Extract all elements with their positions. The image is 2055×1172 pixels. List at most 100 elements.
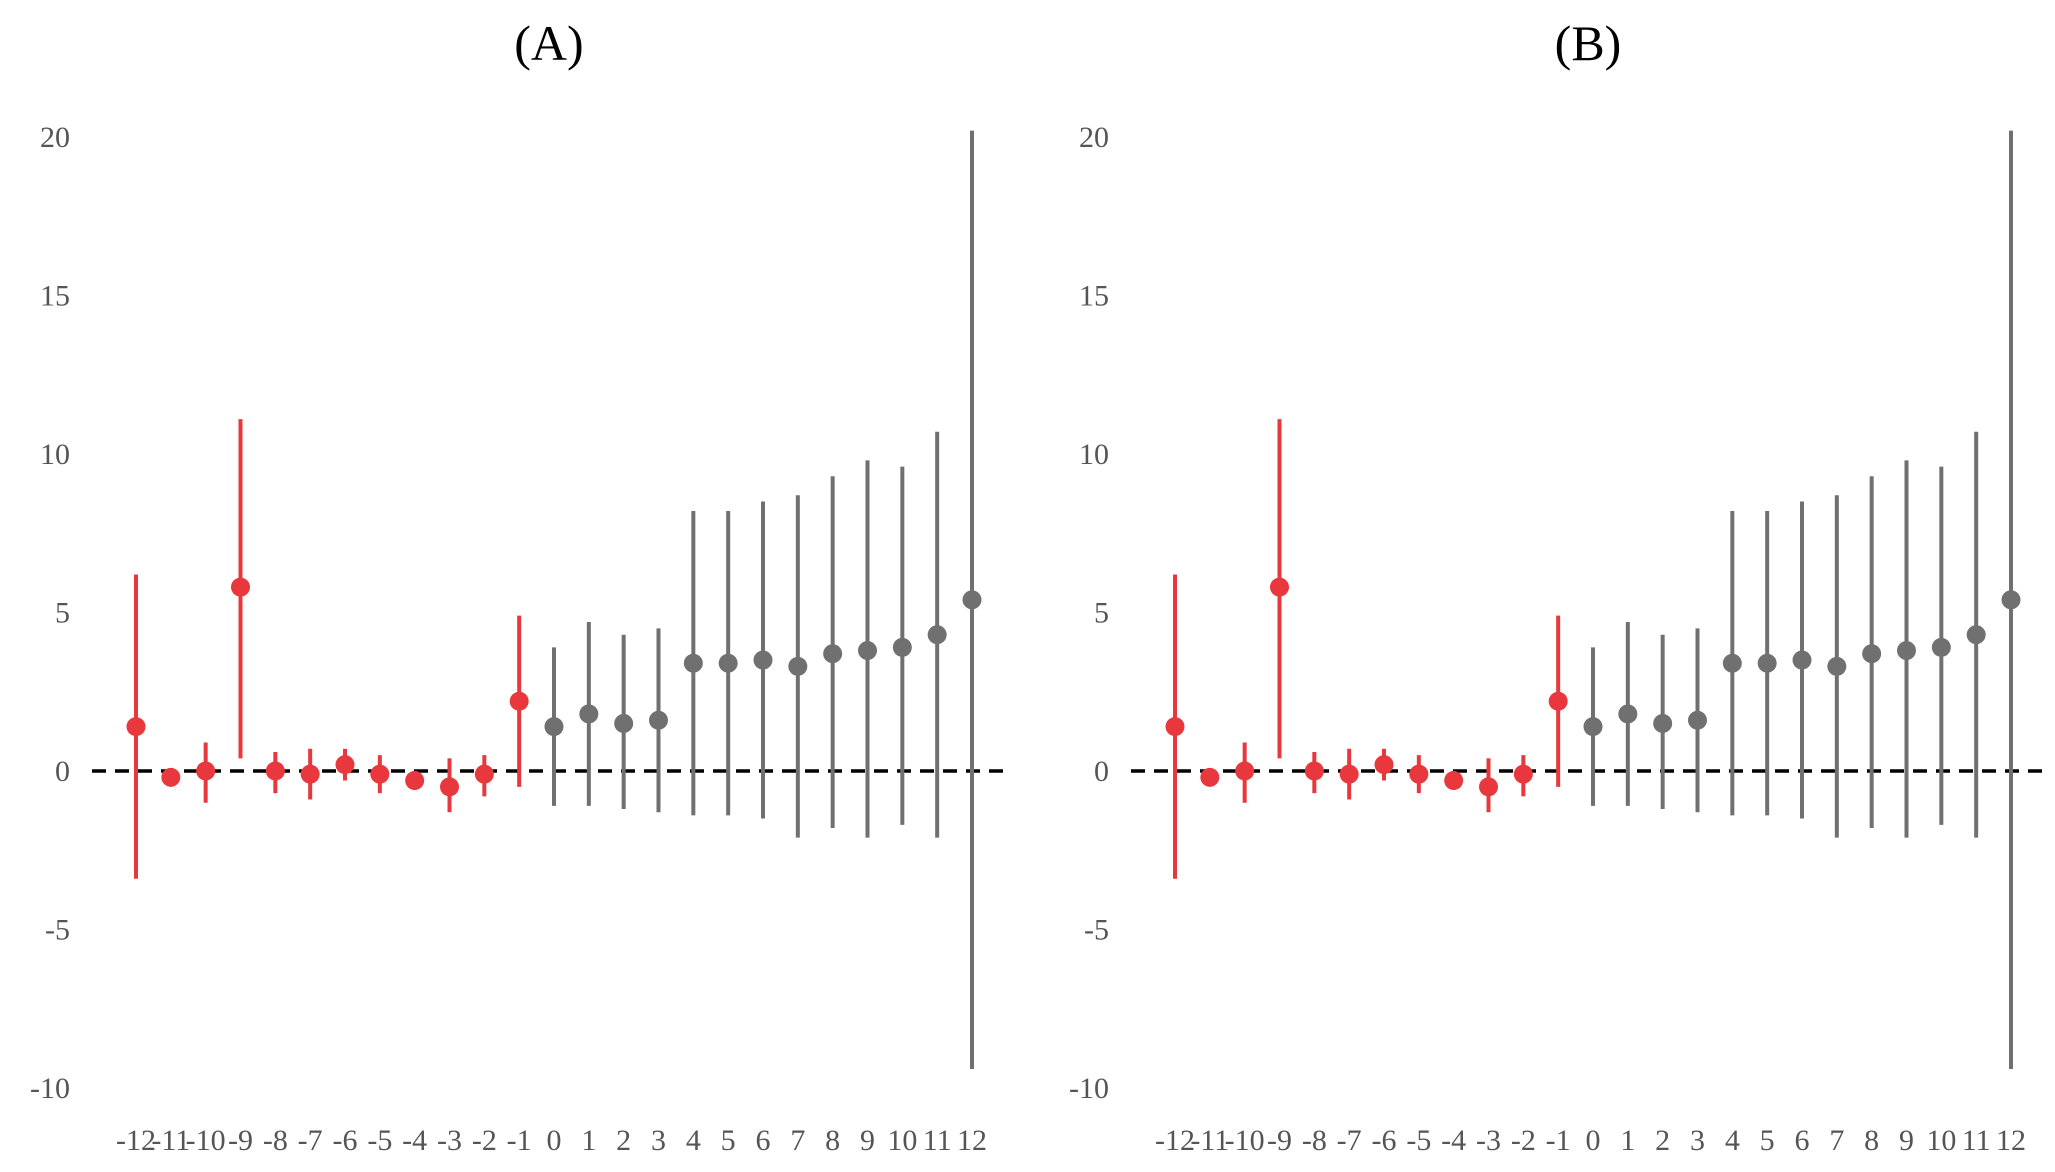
panel-a-point-estimate bbox=[300, 764, 320, 784]
panel-a-x-tick-label: 9 bbox=[860, 1124, 875, 1157]
panel-b-x-tick-label: 3 bbox=[1690, 1124, 1705, 1157]
panel-a-x-tick-label: -9 bbox=[228, 1124, 253, 1157]
panel-b-point-estimate bbox=[1688, 710, 1707, 730]
panel-a-point-estimate bbox=[405, 771, 425, 791]
panel-b-point-estimate bbox=[1931, 637, 1951, 657]
panel-b-title: (B) bbox=[1555, 15, 1622, 71]
panel-b-point-estimate bbox=[1757, 653, 1777, 673]
panel-a-x-tick-label: -10 bbox=[186, 1124, 226, 1157]
panel-a-point-estimate bbox=[440, 777, 459, 797]
panel-b-x-tick-label: -8 bbox=[1302, 1124, 1327, 1157]
panel-b-x-tick-label: -6 bbox=[1372, 1124, 1397, 1157]
panel-b-point-estimate bbox=[1618, 704, 1638, 724]
panel-a-x-tick-label: -2 bbox=[472, 1124, 497, 1157]
panel-b-x-tick-label: 2 bbox=[1655, 1124, 1670, 1157]
panel-b-x-tick-label: -4 bbox=[1441, 1124, 1466, 1157]
panel-a-point-estimate bbox=[370, 764, 390, 784]
panel-b-point-estimate bbox=[1548, 691, 1568, 711]
panel-a-point-estimate bbox=[231, 577, 250, 597]
panel-a-x-tick-label: -1 bbox=[507, 1124, 532, 1157]
panel-a-point-estimate bbox=[683, 653, 703, 673]
panel-b-x-tick-label: -1 bbox=[1546, 1124, 1571, 1157]
panel-a-x-tick-label: 12 bbox=[957, 1124, 987, 1157]
panel-b-x-tick-label: 8 bbox=[1864, 1124, 1879, 1157]
panel-a-x-tick-label: 5 bbox=[721, 1124, 736, 1157]
panel-a-point-estimate bbox=[161, 767, 181, 787]
panel-b-y-tick-label: -10 bbox=[1069, 1072, 1109, 1105]
panel-b-x-tick-label: -7 bbox=[1337, 1124, 1362, 1157]
panel-a-point-estimate bbox=[718, 653, 738, 673]
panel-a-point-estimate bbox=[823, 644, 843, 664]
panel-a-point-estimate bbox=[892, 637, 912, 657]
panel-b-x-tick-label: -12 bbox=[1155, 1124, 1195, 1157]
panel-b-point-estimate bbox=[1897, 641, 1916, 661]
panel-b-point-estimate bbox=[1200, 767, 1220, 787]
panel-a-x-tick-label: -3 bbox=[437, 1124, 462, 1157]
panel-a-x-tick-label: 3 bbox=[651, 1124, 666, 1157]
panel-b-x-tick-label: 9 bbox=[1899, 1124, 1914, 1157]
panel-b-y-tick-label: 5 bbox=[1094, 597, 1109, 630]
panel-b-y-tick-label: 20 bbox=[1079, 121, 1109, 154]
panel-a-point-estimate bbox=[196, 761, 216, 781]
panel-b-x-tick-label: 12 bbox=[1996, 1124, 2026, 1157]
panel-b-x-tick-label: 11 bbox=[1962, 1124, 1991, 1157]
panel-a-y-tick-label: 0 bbox=[55, 755, 70, 788]
panel-b-x-tick-label: 7 bbox=[1829, 1124, 1844, 1157]
panel-b-x-tick-label: 6 bbox=[1795, 1124, 1810, 1157]
panel-b-point-estimate bbox=[1444, 771, 1464, 791]
panel-a-title: (A) bbox=[514, 15, 583, 71]
panel-a-x-tick-label: 11 bbox=[923, 1124, 952, 1157]
panel-a-y-tick-label: -5 bbox=[45, 914, 70, 947]
panel-a-x-tick-label: 7 bbox=[790, 1124, 805, 1157]
panel-b-point-estimate bbox=[1235, 761, 1255, 781]
panel-b-point-estimate bbox=[1409, 764, 1429, 784]
panel-b-x-tick-label: 4 bbox=[1725, 1124, 1740, 1157]
panel-b-point-estimate bbox=[1792, 650, 1812, 670]
panel-b-point-estimate bbox=[1304, 761, 1324, 781]
panel-a-x-tick-label: -7 bbox=[298, 1124, 323, 1157]
panel-a-x-tick-label: -4 bbox=[402, 1124, 427, 1157]
panel-b-x-tick-label: 10 bbox=[1926, 1124, 1956, 1157]
panel-b-point-estimate bbox=[1374, 755, 1394, 775]
panel-b-point-estimate bbox=[1583, 717, 1603, 737]
panel-a-x-tick-label: 6 bbox=[756, 1124, 771, 1157]
panel-a-x-tick-label: -11 bbox=[151, 1124, 190, 1157]
panel-a-x-tick-label: 1 bbox=[581, 1124, 596, 1157]
panel-b-point-estimate bbox=[2001, 590, 2021, 610]
panel-a-point-estimate bbox=[858, 641, 877, 661]
panel-a-x-tick-label: -8 bbox=[263, 1124, 288, 1157]
panel-a-x-tick-label: 4 bbox=[686, 1124, 701, 1157]
panel-a-point-estimate bbox=[962, 590, 982, 610]
panel-a-point-estimate bbox=[927, 625, 947, 645]
panel-a-y-tick-label: 20 bbox=[40, 121, 70, 154]
panel-b-y-tick-label: 0 bbox=[1094, 755, 1109, 788]
panel-b-point-estimate bbox=[1513, 764, 1533, 784]
panel-a-x-tick-label: -12 bbox=[116, 1124, 156, 1157]
panel-b-point-estimate bbox=[1827, 656, 1847, 676]
panel-a-point-estimate bbox=[509, 691, 529, 711]
panel-b-point-estimate bbox=[1722, 653, 1742, 673]
panel-a-x-tick-label: 0 bbox=[547, 1124, 562, 1157]
panel-a-x-tick-label: 10 bbox=[887, 1124, 917, 1157]
panel-b-point-estimate bbox=[1653, 713, 1673, 733]
panel-a-point-estimate bbox=[614, 713, 634, 733]
panel-b-x-tick-label: 1 bbox=[1620, 1124, 1635, 1157]
panel-a-point-estimate bbox=[126, 717, 146, 737]
panel-b-x-tick-label: -10 bbox=[1225, 1124, 1265, 1157]
panel-a-point-estimate bbox=[753, 650, 773, 670]
panel-b-y-tick-label: 10 bbox=[1079, 438, 1109, 471]
panel-a-x-tick-label: -5 bbox=[367, 1124, 392, 1157]
panel-a-x-tick-label: 8 bbox=[825, 1124, 840, 1157]
panel-a-y-tick-label: -10 bbox=[30, 1072, 70, 1105]
panel-b-point-estimate bbox=[1339, 764, 1359, 784]
panel-a-point-estimate bbox=[474, 764, 494, 784]
panel-b-x-tick-label: -11 bbox=[1190, 1124, 1229, 1157]
panel-a-point-estimate bbox=[579, 704, 599, 724]
panel-a-point-estimate bbox=[265, 761, 285, 781]
panel-b-x-tick-label: -2 bbox=[1511, 1124, 1536, 1157]
panel-a-y-tick-label: 15 bbox=[40, 280, 70, 313]
